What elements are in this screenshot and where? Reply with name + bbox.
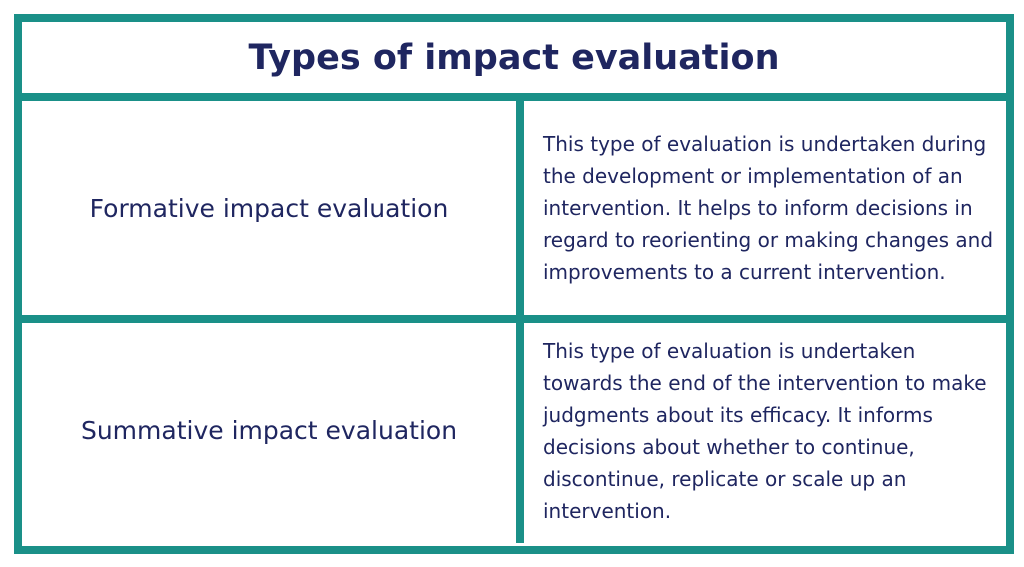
row-label: Summative impact evaluation bbox=[80, 416, 458, 445]
table-border bbox=[14, 14, 1014, 554]
table-title: Types of impact evaluation bbox=[248, 37, 780, 78]
column-divider bbox=[516, 93, 524, 543]
row-divider bbox=[14, 315, 1014, 323]
row-label: Formative impact evaluation bbox=[89, 193, 449, 223]
row-divider bbox=[14, 93, 1014, 101]
row-description: This type of evaluation is undertaken du… bbox=[543, 132, 994, 284]
row-description: This type of evaluation is undertaken to… bbox=[543, 338, 987, 523]
